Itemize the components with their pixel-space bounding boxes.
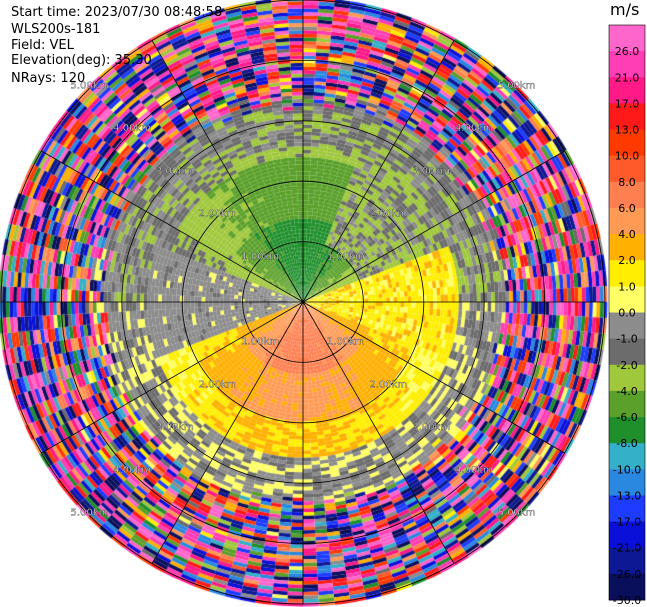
start-time-label: Start time: 2023/07/30 08:48:58 <box>11 5 223 20</box>
colorbar-tick-16: -10.0 <box>613 463 641 476</box>
spoke-60 <box>302 150 565 303</box>
ring-label-45-2: 2.00km <box>370 209 408 220</box>
colorbar-segment-14 <box>609 390 645 418</box>
colorbar-tick-6: 6.0 <box>618 202 636 215</box>
spoke-240 <box>41 301 304 454</box>
colorbar-tick-21: -30.0 <box>613 594 641 607</box>
colorbar-segment-2 <box>609 77 645 104</box>
colorbar-segment-6 <box>609 181 645 209</box>
colorbar-unit-label: m/s <box>610 0 640 19</box>
ring-label-135-5: 5.00km <box>498 508 536 519</box>
colorbar-tick-15: -8.0 <box>616 437 637 450</box>
ring-label-315-4: 4.00km <box>113 123 151 134</box>
colorbar-tick-11: -1.0 <box>616 333 637 346</box>
colorbar-tick-2: 17.0 <box>615 97 640 110</box>
ring-label-45-3: 3.00km <box>412 166 450 177</box>
colorbar-tick-10: 0.0 <box>618 307 636 320</box>
ring-label-135-3: 3.00km <box>412 422 450 433</box>
colorbar: 26.0 21.0 17.0 13.0 10.0 8.0 6.0 4.0 2.0 1.0 0.0 -1… <box>608 24 646 607</box>
spoke-30 <box>302 40 455 303</box>
elevation-label: Elevation(deg): 35.30 <box>11 53 152 68</box>
ring-label-225-4: 4.00km <box>113 465 151 476</box>
colorbar-segment-18 <box>609 495 645 523</box>
colorbar-tick-18: -17.0 <box>613 516 641 529</box>
colorbar-segment-20 <box>609 547 645 575</box>
ring-label-45-4: 4.00km <box>455 123 493 134</box>
ring-label-135-4: 4.00km <box>455 465 493 476</box>
field-label: Field: VEL <box>11 38 74 53</box>
nrays-label: NRays: 120 <box>11 71 86 86</box>
colorbar-tick-17: -13.0 <box>613 489 641 502</box>
colorbar-segment-3 <box>609 103 645 131</box>
spoke-300 <box>41 150 304 303</box>
colorbar-tick-9: 1.0 <box>618 280 636 293</box>
colorbar-segment-0 <box>609 25 645 52</box>
colorbar-segment-12 <box>609 338 645 366</box>
colorbar-segment-4 <box>609 129 645 157</box>
ring-label-315-5: 5.00km <box>71 80 109 91</box>
ring-label-315-1: 1.00km <box>241 251 279 262</box>
ring-label-225-2: 2.00km <box>199 379 237 390</box>
colorbar-segment-19 <box>609 521 645 549</box>
spoke-150 <box>302 301 455 564</box>
colorbar-tick-19: -21.0 <box>613 542 641 555</box>
colorbar-tick-12: -2.0 <box>616 359 637 372</box>
ring-label-135-2: 2.00km <box>370 379 408 390</box>
colorbar-segment-15 <box>609 417 645 444</box>
colorbar-tick-13: -4.0 <box>616 385 637 398</box>
spoke-120 <box>302 301 565 454</box>
colorbar-segment-8 <box>609 234 645 261</box>
colorbar-tick-7: 4.0 <box>618 228 636 241</box>
ring-label-315-2: 2.00km <box>199 209 237 220</box>
spoke-210 <box>151 301 304 564</box>
colorbar-segment-10 <box>609 286 645 313</box>
colorbar-tick-0: 26.0 <box>615 45 640 58</box>
ring-label-225-3: 3.00km <box>156 422 194 433</box>
ring-label-45-5: 5.00km <box>498 80 536 91</box>
colorbar-tick-20: -26.0 <box>613 568 641 581</box>
colorbar-tick-1: 21.0 <box>615 71 640 84</box>
ring-label-225-1: 1.00km <box>241 337 279 348</box>
colorbar-segment-17 <box>609 469 645 496</box>
ring-label-225-5: 5.00km <box>71 508 109 519</box>
colorbar-tick-4: 10.0 <box>615 150 640 163</box>
colorbar-segment-1 <box>609 51 645 78</box>
colorbar-segment-13 <box>609 364 645 392</box>
colorbar-segment-11 <box>609 312 645 340</box>
ring-label-45-1: 1.00km <box>327 251 365 262</box>
colorbar-tick-5: 8.0 <box>618 176 636 189</box>
colorbar-segment-16 <box>609 443 645 470</box>
colorbar-segment-7 <box>609 207 645 235</box>
colorbar-segment-9 <box>609 260 645 287</box>
colorbar-frame <box>608 24 646 601</box>
ring-label-135-1: 1.00km <box>327 337 365 348</box>
instrument-label: WLS200s-181 <box>11 22 101 37</box>
azimuth-spokes <box>1 0 605 604</box>
colorbar-tick-8: 2.0 <box>618 254 636 267</box>
range-ring-labels: 1.00km 2.00km 3.00km 4.00km 5.00km 1.00km 2.00… <box>70 80 536 519</box>
colorbar-segment-21 <box>609 573 645 601</box>
colorbar-tick-14: -6.0 <box>616 411 637 424</box>
colorbar-tick-3: 13.0 <box>615 124 640 137</box>
spoke-330 <box>151 40 304 303</box>
colorbar-segment-5 <box>609 155 645 183</box>
ring-label-315-3: 3.00km <box>156 166 194 177</box>
